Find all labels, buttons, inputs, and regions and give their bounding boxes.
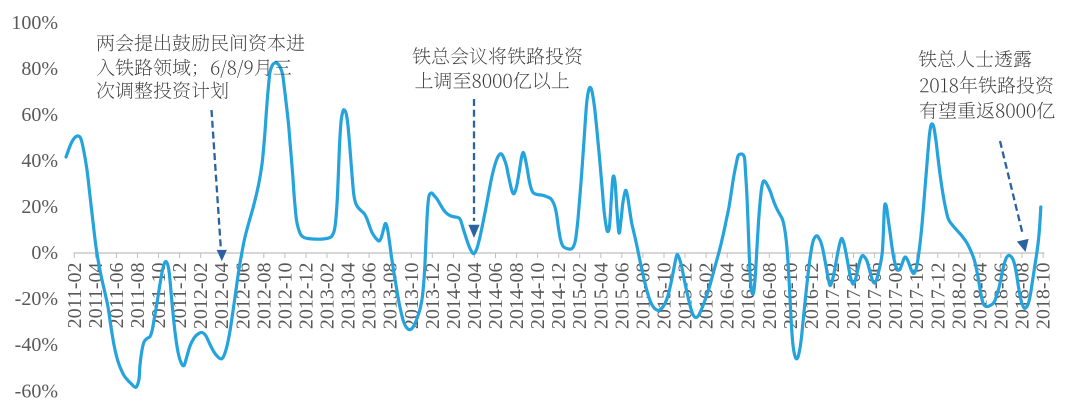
svg-text:-20%: -20% bbox=[15, 288, 58, 310]
svg-text:2017-10: 2017-10 bbox=[906, 263, 928, 330]
svg-text:2014-10: 2014-10 bbox=[527, 263, 549, 330]
svg-text:2014-08: 2014-08 bbox=[506, 263, 528, 330]
svg-text:40%: 40% bbox=[21, 150, 58, 172]
svg-text:2016-08: 2016-08 bbox=[759, 263, 781, 330]
svg-text:60%: 60% bbox=[21, 104, 58, 126]
svg-text:2011-04: 2011-04 bbox=[85, 263, 107, 329]
svg-text:2013-12: 2013-12 bbox=[422, 263, 444, 330]
svg-text:2012-02: 2012-02 bbox=[190, 263, 212, 330]
svg-text:-40%: -40% bbox=[15, 334, 58, 356]
svg-text:2011-02: 2011-02 bbox=[64, 263, 86, 329]
svg-text:2011-06: 2011-06 bbox=[106, 263, 128, 329]
svg-text:2015-06: 2015-06 bbox=[611, 263, 633, 330]
svg-text:2014-06: 2014-06 bbox=[485, 263, 507, 330]
svg-text:2017-06: 2017-06 bbox=[864, 263, 886, 330]
svg-text:2017-08: 2017-08 bbox=[885, 263, 907, 330]
svg-text:2014-02: 2014-02 bbox=[443, 263, 465, 330]
svg-text:2012-08: 2012-08 bbox=[253, 263, 275, 330]
svg-text:2014-04: 2014-04 bbox=[464, 263, 486, 330]
svg-text:2017-04: 2017-04 bbox=[843, 263, 865, 330]
svg-text:2015-10: 2015-10 bbox=[654, 263, 676, 330]
svg-text:2012-04: 2012-04 bbox=[211, 263, 233, 330]
svg-text:20%: 20% bbox=[21, 196, 58, 218]
svg-text:2015-12: 2015-12 bbox=[675, 263, 697, 330]
svg-text:2012-12: 2012-12 bbox=[296, 263, 318, 330]
svg-text:2018-02: 2018-02 bbox=[948, 263, 970, 330]
svg-text:2013-04: 2013-04 bbox=[338, 263, 360, 330]
svg-text:0%: 0% bbox=[31, 242, 58, 264]
svg-text:2016-04: 2016-04 bbox=[717, 263, 739, 330]
svg-text:2015-02: 2015-02 bbox=[569, 263, 591, 330]
svg-text:2011-08: 2011-08 bbox=[127, 263, 149, 329]
svg-text:2017-12: 2017-12 bbox=[927, 263, 949, 330]
svg-text:100%: 100% bbox=[11, 12, 58, 34]
svg-text:80%: 80% bbox=[21, 58, 58, 80]
svg-text:2011-12: 2011-12 bbox=[169, 263, 191, 329]
svg-text:2013-02: 2013-02 bbox=[317, 263, 339, 330]
svg-text:2013-06: 2013-06 bbox=[359, 263, 381, 330]
svg-text:-60%: -60% bbox=[15, 380, 58, 402]
svg-text:2015-04: 2015-04 bbox=[590, 263, 612, 330]
svg-text:2015-08: 2015-08 bbox=[632, 263, 654, 330]
svg-text:2014-12: 2014-12 bbox=[548, 263, 570, 330]
svg-text:2018-10: 2018-10 bbox=[1033, 263, 1055, 330]
svg-text:2012-10: 2012-10 bbox=[274, 263, 296, 330]
svg-text:2013-10: 2013-10 bbox=[401, 263, 423, 330]
svg-text:2018-06: 2018-06 bbox=[990, 263, 1012, 330]
